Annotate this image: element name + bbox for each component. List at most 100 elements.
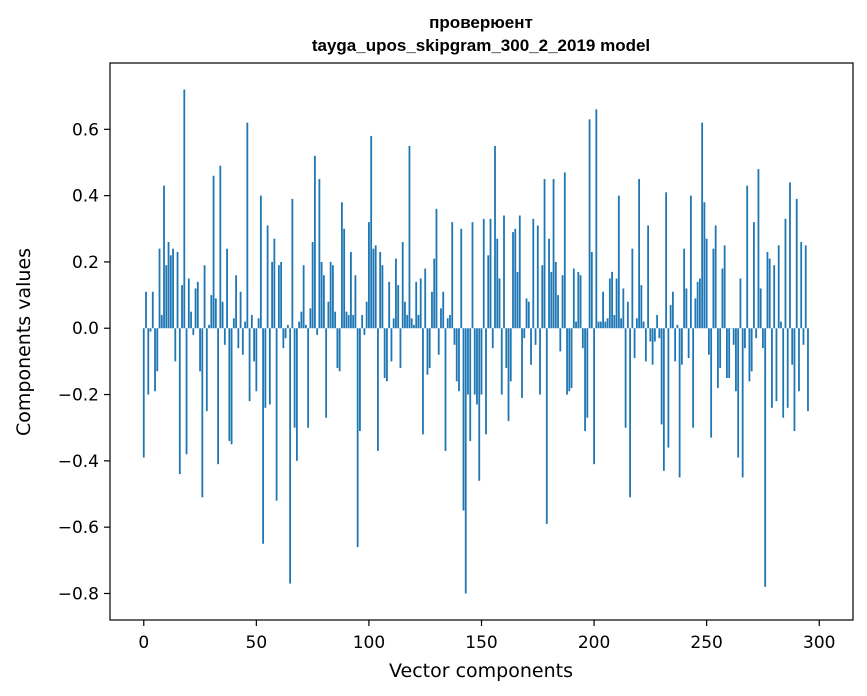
bar: [577, 271, 580, 329]
bar: [649, 328, 652, 342]
bar: [440, 308, 442, 329]
bar: [217, 328, 219, 465]
bar: [699, 278, 701, 329]
bar: [244, 321, 246, 329]
bar: [597, 321, 600, 329]
bar: [390, 328, 393, 362]
bar: [449, 314, 451, 329]
bar: [629, 328, 631, 498]
bar: [151, 291, 154, 329]
y-tick-label: 0.2: [72, 253, 99, 273]
bar: [735, 328, 737, 392]
chart-title-line2: tayga_upos_skipgram_300_2_2019 model: [312, 36, 650, 55]
bar: [674, 328, 677, 362]
bar: [455, 328, 458, 382]
bar: [757, 169, 760, 329]
bar: [575, 321, 577, 329]
bar: [791, 328, 794, 365]
bar: [169, 255, 172, 329]
bar: [744, 328, 746, 349]
y-tick-label: 0.0: [72, 319, 99, 339]
bar: [656, 314, 659, 329]
bar: [647, 225, 650, 329]
bar: [611, 271, 613, 329]
bar: [199, 328, 201, 372]
bar: [336, 328, 339, 369]
bar: [496, 238, 499, 329]
bar: [500, 328, 503, 395]
bar: [266, 225, 269, 329]
bar: [192, 328, 195, 335]
bar: [257, 318, 260, 329]
y-tick-label: 0.6: [72, 120, 99, 140]
bar: [350, 251, 352, 329]
bar: [604, 321, 607, 329]
bar: [721, 268, 724, 329]
bar: [802, 328, 805, 345]
bar: [264, 328, 267, 408]
bar: [334, 311, 337, 329]
bar: [683, 248, 686, 329]
bar: [726, 328, 728, 378]
bar: [356, 328, 359, 548]
bar: [552, 179, 555, 329]
bar: [399, 328, 402, 369]
bar: [660, 328, 663, 425]
bar: [557, 295, 559, 329]
bar: [291, 198, 294, 329]
bar: [807, 328, 809, 412]
bar: [304, 324, 307, 329]
bar: [676, 324, 679, 329]
bar: [392, 318, 395, 329]
bar: [620, 318, 622, 329]
x-axis-label: Vector components: [389, 660, 573, 682]
bar: [379, 251, 382, 329]
bar: [458, 328, 460, 392]
bar: [503, 215, 505, 329]
bar: [230, 328, 233, 445]
bar: [322, 275, 325, 329]
bar: [786, 328, 789, 408]
bar: [345, 311, 348, 329]
bar: [316, 328, 319, 335]
x-tick-label: 300: [803, 633, 835, 653]
bar: [187, 278, 190, 329]
bar: [352, 314, 355, 329]
bar: [694, 298, 697, 329]
bar: [318, 179, 321, 329]
bar: [431, 291, 433, 329]
bar: [606, 318, 609, 329]
bar: [313, 155, 316, 329]
bar: [798, 328, 800, 392]
y-tick-label: −0.4: [58, 452, 99, 472]
y-tick-label: −0.6: [58, 518, 99, 538]
bar: [386, 328, 388, 382]
bar: [507, 328, 510, 422]
bar: [167, 242, 170, 329]
y-tick-label: 0.4: [72, 187, 99, 207]
bar: [748, 328, 751, 382]
bar: [548, 238, 550, 329]
bar: [651, 328, 654, 365]
bar: [478, 328, 481, 481]
bar: [295, 328, 298, 461]
bar: [221, 301, 224, 329]
x-tick-label: 200: [578, 633, 610, 653]
bar: [262, 328, 264, 544]
bar: [708, 328, 710, 355]
bar: [284, 328, 287, 339]
bar: [377, 328, 379, 451]
bar: [717, 328, 719, 388]
y-axis-label: Components values: [13, 248, 35, 436]
bar: [782, 328, 785, 418]
bar: [280, 261, 283, 329]
bar: [759, 288, 762, 329]
bar: [723, 245, 726, 329]
bar: [516, 271, 519, 329]
bar: [329, 261, 332, 329]
bar: [669, 305, 672, 329]
bar: [482, 218, 485, 329]
bar: [485, 328, 487, 435]
bar: [219, 165, 222, 329]
